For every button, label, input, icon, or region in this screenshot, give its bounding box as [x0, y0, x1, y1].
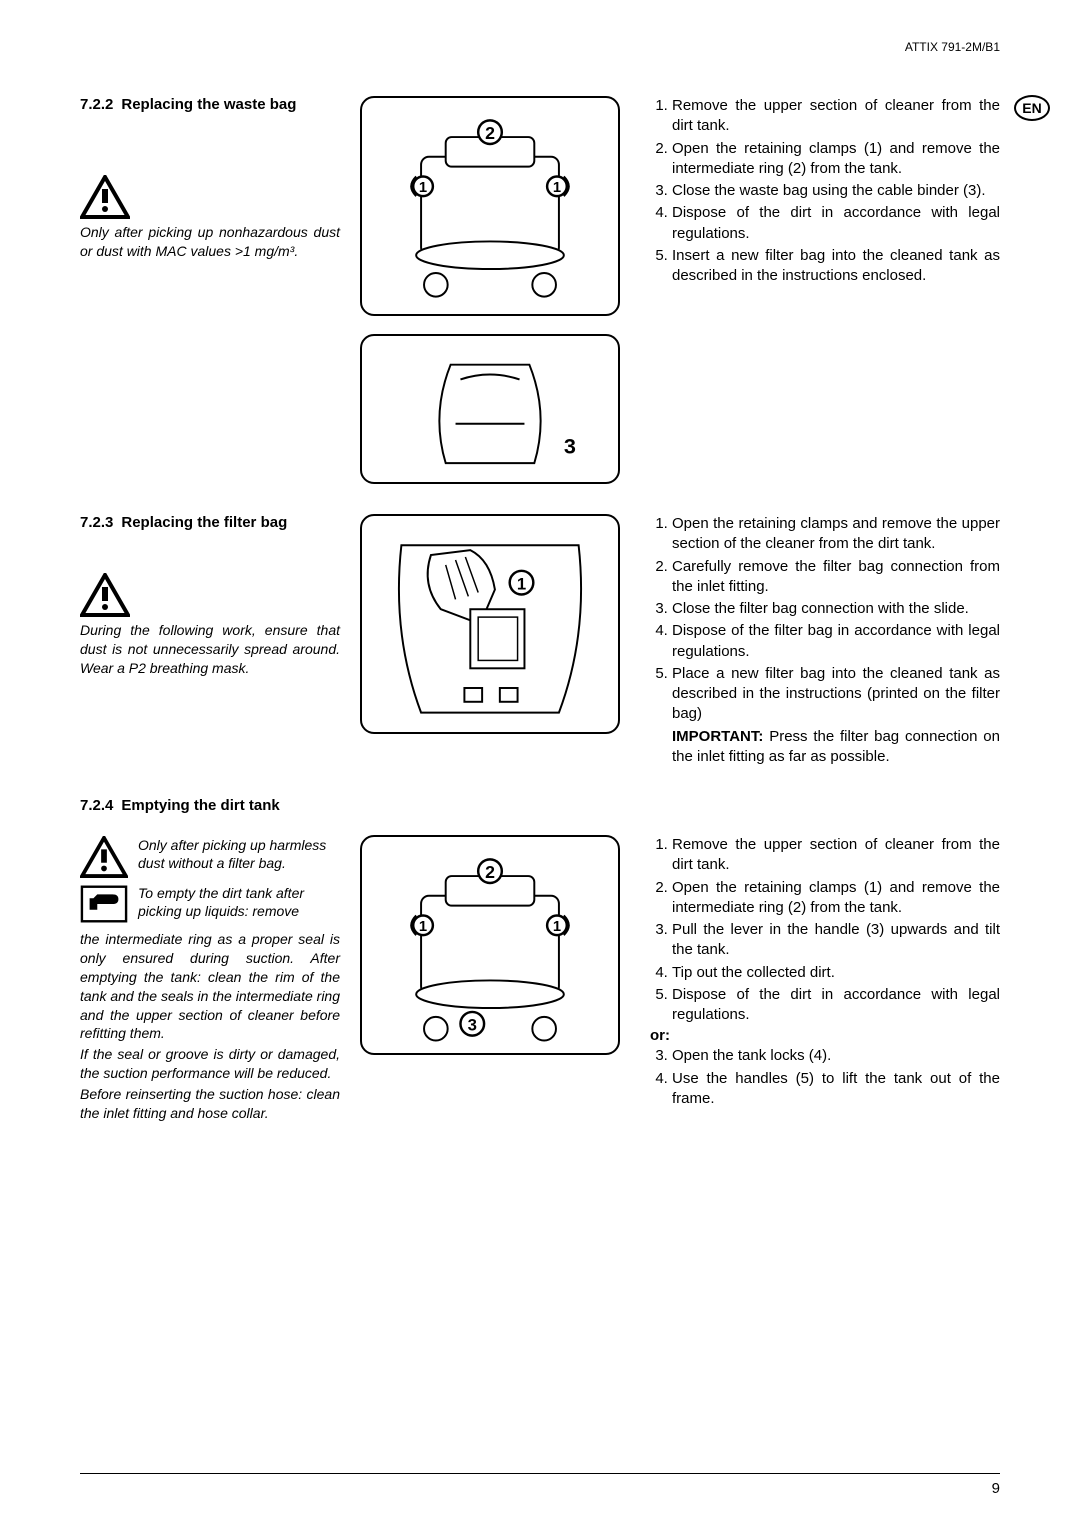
heading-num: 7.2.4	[80, 797, 113, 814]
step: Open the tank locks (4).	[672, 1046, 1000, 1066]
figure-723: 1	[360, 514, 620, 734]
warning-note: Only after picking up nonhazardous dust …	[80, 223, 340, 261]
svg-text:3: 3	[564, 433, 576, 458]
heading-num: 7.2.2	[80, 96, 113, 113]
step: Open the retaining clamps (1) and remove…	[672, 878, 1000, 919]
step: Carefully remove the filter bag connecti…	[672, 557, 1000, 598]
warning-note: During the following work, ensure that d…	[80, 621, 340, 678]
step: Remove the upper section of cleaner from…	[672, 96, 1000, 137]
note-p3: Before reinserting the suction hose: cle…	[80, 1085, 340, 1123]
step: Dispose of the dirt in accordance with l…	[672, 985, 1000, 1026]
pointing-hand-icon	[80, 884, 128, 924]
steps-724a: Remove the upper section of cleaner from…	[650, 835, 1000, 1025]
svg-text:2: 2	[485, 862, 495, 882]
step: Remove the upper section of cleaner from…	[672, 835, 1000, 876]
svg-text:1: 1	[419, 180, 427, 196]
note-p2: If the seal or groove is dirty or damage…	[80, 1045, 340, 1083]
figure-724: 2 1 1 3	[360, 835, 620, 1055]
step: Place a new filter bag into the cleaned …	[672, 664, 1000, 725]
warning-text: Only after picking up harmless dust with…	[138, 836, 340, 878]
svg-text:3: 3	[468, 1016, 477, 1035]
svg-text:1: 1	[553, 180, 561, 196]
important-label: IMPORTANT:	[672, 728, 763, 745]
page-number: 9	[992, 1480, 1000, 1497]
heading-title: Emptying the dirt tank	[121, 797, 279, 814]
step: Close the waste bag using the cable bind…	[672, 181, 1000, 201]
steps-722: Remove the upper section of cleaner from…	[650, 96, 1000, 286]
step: Dispose of the filter bag in accordance …	[672, 621, 1000, 662]
step: Dispose of the dirt in accordance with l…	[672, 203, 1000, 244]
page-content: 7.2.2 Replacing the waste bag Only after…	[80, 95, 1000, 1123]
step: Pull the lever in the handle (3) upwards…	[672, 920, 1000, 961]
section-724: 7.2.4 Emptying the dirt tank Only after …	[80, 797, 1000, 1123]
steps-724b: Open the tank locks (4). Use the handles…	[650, 1046, 1000, 1109]
important-note: IMPORTANT: Press the filter bag connecti…	[672, 727, 1000, 768]
heading-num: 7.2.3	[80, 514, 113, 531]
step: Open the retaining clamps (1) and remove…	[672, 139, 1000, 180]
svg-text:1: 1	[419, 919, 427, 935]
note-text: To empty the dirt tank after picking up …	[138, 884, 340, 924]
warning-icon	[80, 836, 128, 878]
svg-text:1: 1	[553, 919, 561, 935]
page-footer: 9	[80, 1473, 1000, 1497]
note-cont: the intermediate ring as a proper seal i…	[80, 930, 340, 1043]
svg-text:2: 2	[485, 123, 495, 143]
section-722: 7.2.2 Replacing the waste bag Only after…	[80, 96, 1000, 484]
heading-title: Replacing the waste bag	[121, 96, 296, 113]
or-label: or:	[650, 1027, 1000, 1044]
section-723: 7.2.3 Replacing the filter bag During th…	[80, 514, 1000, 767]
language-badge: EN	[1014, 95, 1050, 121]
step: Use the handles (5) to lift the tank out…	[672, 1069, 1000, 1110]
steps-723: Open the retaining clamps and remove the…	[650, 514, 1000, 725]
warning-icon	[80, 175, 130, 219]
step: Tip out the collected dirt.	[672, 963, 1000, 983]
figure-722-b: 3	[360, 334, 620, 484]
heading-title: Replacing the filter bag	[121, 514, 287, 531]
model-code: ATTIX 791-2M/B1	[905, 40, 1000, 54]
step: Close the filter bag connection with the…	[672, 599, 1000, 619]
figure-722-a: 2 1 1	[360, 96, 620, 316]
warning-icon	[80, 573, 130, 617]
step: Open the retaining clamps and remove the…	[672, 514, 1000, 555]
svg-text:1: 1	[517, 575, 526, 594]
step: Insert a new filter bag into the cleaned…	[672, 246, 1000, 287]
